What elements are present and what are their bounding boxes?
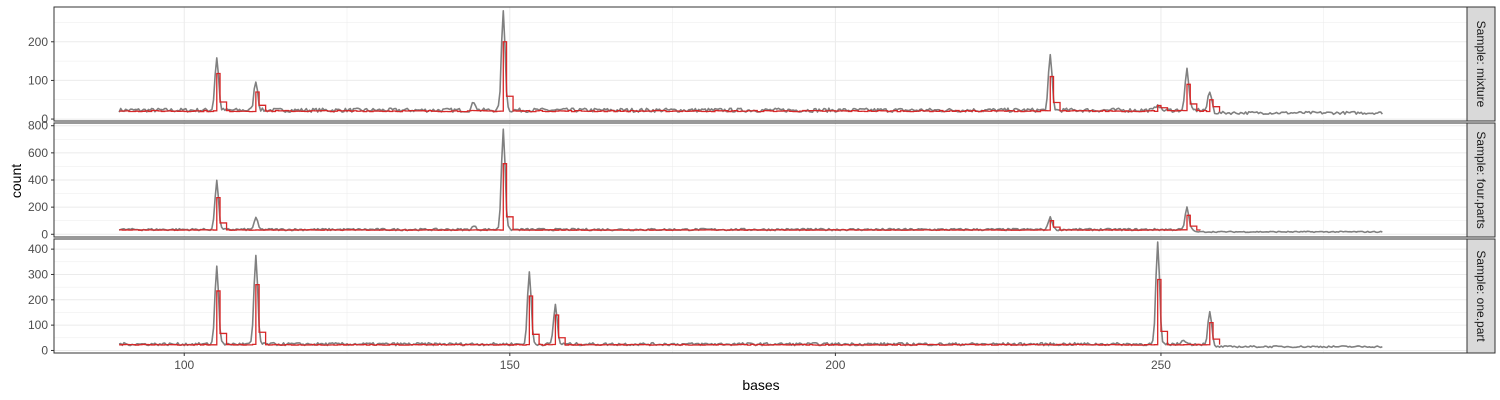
facet-strip-label: Sample: four.parts [1474, 131, 1488, 228]
panel-3: 0 100 200 300 400 Sample: one.part [28, 238, 1496, 357]
panel-background [54, 239, 1467, 353]
y-tick-label: 200 [28, 293, 48, 307]
gridlines [54, 239, 1467, 353]
fitted-step-line [119, 41, 1221, 113]
y-tick-label: 0 [41, 343, 48, 357]
y-tick-label: 300 [28, 267, 48, 281]
y-tick-label: 200 [28, 35, 48, 49]
panels: 0 100 200 Sample: mixture 0 200 400 600 800 Sampl… [28, 6, 1496, 372]
y-tick-label: 800 [28, 119, 48, 133]
panel-background [54, 7, 1467, 121]
panel-1: 0 100 200 Sample: mixture [28, 6, 1496, 126]
y-tick-label: 600 [28, 146, 48, 160]
y-tick-label: 100 [28, 318, 48, 332]
y-tick-label: 0 [41, 227, 48, 241]
facet-strip-label: Sample: mixture [1474, 21, 1488, 108]
y-tick-label: 200 [28, 200, 48, 214]
facet-strip [1466, 6, 1496, 122]
y-tick-label: 100 [28, 73, 48, 87]
x-tick-label: 200 [825, 358, 845, 372]
gridlines [54, 123, 1467, 237]
x-tick-label: 150 [500, 358, 520, 372]
y-tick-label: 400 [28, 173, 48, 187]
facet-strip [1466, 122, 1496, 238]
facet-strip-label: Sample: one.part [1474, 250, 1488, 342]
fitted-step-line [119, 278, 1221, 346]
facet-strip [1466, 238, 1496, 354]
x-tick-label: 250 [1151, 358, 1171, 372]
x-axis: 100 150 200 250 [174, 353, 1171, 372]
y-axis-title: count [8, 164, 24, 198]
panel-2: 0 200 400 600 800 Sample: four.parts [28, 119, 1496, 241]
gridlines [54, 7, 1467, 121]
y-tick-label: 0 [41, 112, 48, 126]
fitted-step-line [119, 163, 1201, 231]
x-axis-title: bases [742, 377, 779, 393]
raw-signal-line [118, 241, 1383, 349]
x-tick-label: 100 [174, 358, 194, 372]
y-tick-label: 400 [28, 242, 48, 256]
